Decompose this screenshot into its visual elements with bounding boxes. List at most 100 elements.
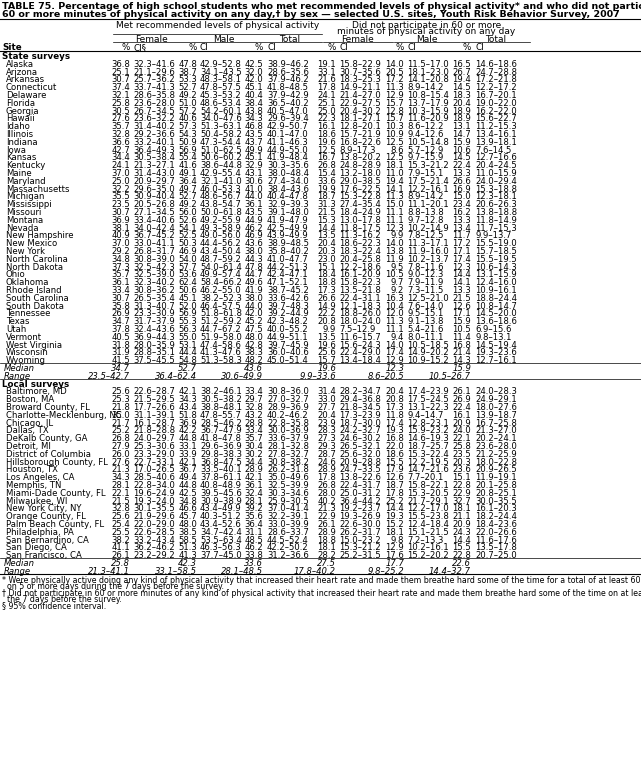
Text: 12.2–16.1: 12.2–16.1 bbox=[407, 185, 449, 194]
Text: Female: Female bbox=[135, 35, 168, 44]
Text: 23.3–29.0: 23.3–29.0 bbox=[133, 450, 175, 459]
Text: 28.9–36.9: 28.9–36.9 bbox=[267, 403, 309, 412]
Text: minutes of physical activity on any day: minutes of physical activity on any day bbox=[337, 28, 515, 37]
Text: 62.4: 62.4 bbox=[178, 278, 197, 287]
Text: 26.8: 26.8 bbox=[111, 434, 130, 444]
Text: 34.4: 34.4 bbox=[112, 153, 130, 162]
Text: 16.7–25.8: 16.7–25.8 bbox=[475, 418, 517, 427]
Text: 19.9: 19.9 bbox=[317, 185, 336, 194]
Text: 26.7: 26.7 bbox=[453, 67, 471, 77]
Text: 11.1: 11.1 bbox=[385, 325, 404, 334]
Text: 17.4: 17.4 bbox=[385, 418, 404, 427]
Text: 35.5: 35.5 bbox=[112, 192, 130, 201]
Text: 49.6: 49.6 bbox=[244, 278, 263, 287]
Text: 33.6–37.9: 33.6–37.9 bbox=[267, 434, 309, 444]
Text: the 7 days before the survey.: the 7 days before the survey. bbox=[2, 595, 122, 604]
Text: 10.4: 10.4 bbox=[385, 302, 404, 310]
Text: 34.7–42.4: 34.7–42.4 bbox=[200, 528, 242, 537]
Text: 46.9: 46.9 bbox=[178, 247, 197, 256]
Text: 11.8–14.9: 11.8–14.9 bbox=[475, 216, 517, 224]
Text: 8.6–12.2: 8.6–12.2 bbox=[407, 123, 444, 131]
Text: 34.0–42.4: 34.0–42.4 bbox=[133, 224, 175, 233]
Text: 41.9–48.4: 41.9–48.4 bbox=[267, 153, 309, 162]
Text: 30.7–35.6: 30.7–35.6 bbox=[339, 67, 381, 77]
Text: 9.5: 9.5 bbox=[390, 263, 404, 272]
Text: 21.3: 21.3 bbox=[112, 466, 130, 474]
Text: 40.4–47.8: 40.4–47.8 bbox=[267, 192, 309, 201]
Text: 17.2: 17.2 bbox=[385, 75, 404, 84]
Text: 32.1: 32.1 bbox=[112, 91, 130, 100]
Text: CI: CI bbox=[407, 44, 415, 53]
Text: 30.9–38.9: 30.9–38.9 bbox=[200, 496, 242, 506]
Text: 22.6–28.5: 22.6–28.5 bbox=[133, 528, 175, 537]
Text: 49.0–56.0: 49.0–56.0 bbox=[200, 231, 242, 241]
Text: 42.5–49.9: 42.5–49.9 bbox=[267, 224, 309, 233]
Text: 38.0: 38.0 bbox=[244, 247, 263, 256]
Text: 12.2–19.5: 12.2–19.5 bbox=[407, 457, 449, 466]
Text: 39.1–48.0: 39.1–48.0 bbox=[267, 208, 309, 217]
Text: 13.1: 13.1 bbox=[453, 123, 471, 131]
Text: 15.8–22.9: 15.8–22.9 bbox=[339, 60, 381, 69]
Text: 14.0: 14.0 bbox=[385, 60, 404, 69]
Text: 7.5–12.9: 7.5–12.9 bbox=[339, 325, 376, 334]
Text: 28.8: 28.8 bbox=[244, 418, 263, 427]
Text: Site: Site bbox=[2, 44, 22, 53]
Text: 40.2–46.2: 40.2–46.2 bbox=[267, 411, 309, 420]
Text: 37.3: 37.3 bbox=[112, 263, 130, 272]
Text: 49.4: 49.4 bbox=[178, 473, 197, 483]
Text: 33.6–42.6: 33.6–42.6 bbox=[267, 294, 309, 303]
Text: 12.6: 12.6 bbox=[385, 473, 404, 483]
Text: Tennessee: Tennessee bbox=[6, 309, 51, 319]
Text: 38.2: 38.2 bbox=[111, 535, 130, 545]
Text: 46.8: 46.8 bbox=[244, 123, 263, 131]
Text: 25.6: 25.6 bbox=[317, 349, 336, 358]
Text: 45.2: 45.2 bbox=[244, 317, 263, 326]
Text: 36.9: 36.9 bbox=[112, 216, 130, 224]
Text: 18.9: 18.9 bbox=[452, 106, 471, 116]
Text: CI: CI bbox=[475, 44, 483, 53]
Text: 42.0: 42.0 bbox=[244, 309, 263, 319]
Text: 55.4: 55.4 bbox=[178, 153, 197, 162]
Text: 18.3–25.3: 18.3–25.3 bbox=[339, 75, 381, 84]
Text: 18.1: 18.1 bbox=[385, 528, 404, 537]
Text: 30.3–34.6: 30.3–34.6 bbox=[267, 489, 309, 498]
Text: 40.5–47.0: 40.5–47.0 bbox=[267, 106, 309, 116]
Text: 47.8: 47.8 bbox=[244, 263, 263, 272]
Text: 12.5: 12.5 bbox=[385, 138, 404, 147]
Text: 30.4: 30.4 bbox=[244, 442, 263, 451]
Text: 10.5–18.5: 10.5–18.5 bbox=[407, 341, 449, 349]
Text: 9.4: 9.4 bbox=[390, 332, 404, 342]
Text: 44.4–56.2: 44.4–56.2 bbox=[200, 239, 242, 248]
Text: 7.8–12.5: 7.8–12.5 bbox=[407, 231, 444, 241]
Text: 49.2: 49.2 bbox=[178, 200, 197, 209]
Text: 12.0: 12.0 bbox=[385, 309, 404, 319]
Text: 9.4–12.6: 9.4–12.6 bbox=[407, 130, 444, 139]
Text: 31.4–43.0: 31.4–43.0 bbox=[133, 169, 175, 178]
Text: 14.7–21.6: 14.7–21.6 bbox=[407, 466, 449, 474]
Text: 56.9: 56.9 bbox=[178, 146, 197, 155]
Text: 25.8: 25.8 bbox=[111, 99, 130, 108]
Text: 14.4: 14.4 bbox=[385, 504, 404, 513]
Text: 57.2: 57.2 bbox=[178, 106, 197, 116]
Text: 24.0–28.3: 24.0–28.3 bbox=[475, 388, 517, 396]
Text: 29.0–38.5: 29.0–38.5 bbox=[339, 177, 381, 186]
Text: 18.0–24.0: 18.0–24.0 bbox=[339, 317, 381, 326]
Text: CI: CI bbox=[267, 44, 276, 53]
Text: 15.5–19.5: 15.5–19.5 bbox=[475, 255, 517, 264]
Text: Houston, TX: Houston, TX bbox=[6, 466, 58, 474]
Text: Dallas, TX: Dallas, TX bbox=[6, 427, 49, 435]
Text: 53.1: 53.1 bbox=[178, 341, 197, 349]
Text: Milwaukee, WI: Milwaukee, WI bbox=[6, 496, 67, 506]
Text: 45.1: 45.1 bbox=[244, 83, 263, 92]
Text: 29.3: 29.3 bbox=[317, 442, 336, 451]
Text: 26.5–32.1: 26.5–32.1 bbox=[339, 442, 381, 451]
Text: 41.0: 41.0 bbox=[244, 185, 263, 194]
Text: 17.1: 17.1 bbox=[453, 247, 471, 256]
Text: 41.1–46.3: 41.1–46.3 bbox=[267, 138, 309, 147]
Text: 21.1: 21.1 bbox=[453, 512, 471, 521]
Text: 40.1–47.0: 40.1–47.0 bbox=[267, 130, 309, 139]
Text: 38.7: 38.7 bbox=[178, 67, 197, 77]
Text: 17.3–23.9: 17.3–23.9 bbox=[339, 411, 381, 420]
Text: 32.8: 32.8 bbox=[244, 403, 263, 412]
Text: 20.4: 20.4 bbox=[317, 239, 336, 248]
